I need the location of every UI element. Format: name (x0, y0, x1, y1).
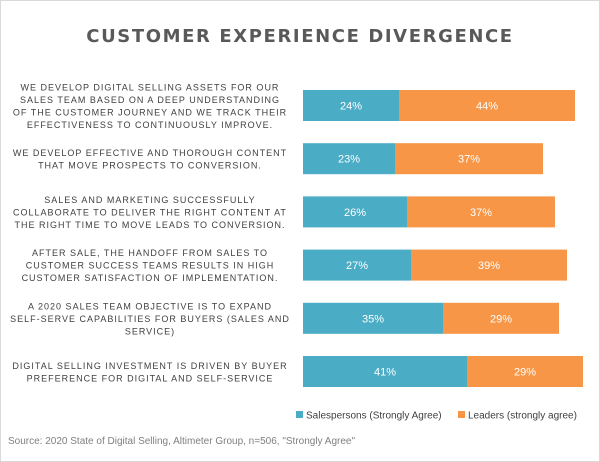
bar-salespersons-3 (303, 196, 407, 228)
category-label-6-line-1: DIGITAL SELLING INVESTMENT IS DRIVEN BY … (12, 361, 287, 371)
legend-label-leaders: Leaders (strongly agree) (468, 411, 577, 422)
bar-leaders-1 (399, 90, 575, 121)
bar-salespersons-2 (303, 143, 395, 175)
category-label-1-line-2: SALES TEAM BASED ON A DEEP UNDERSTANDING (20, 95, 280, 105)
bar-salespersons-5 (303, 302, 443, 334)
category-label-1-line-3: OF THE CUSTOMER JOURNEY AND WE TRACK THE… (13, 107, 287, 117)
legend-label-salespersons: Salespersons (Strongly Agree) (306, 411, 442, 422)
category-label-1-line-1: WE DEVELOP DIGITAL SELLING ASSETS FOR OU… (21, 82, 280, 92)
category-label-5-line-1: A 2020 SALES TEAM OBJECTIVE IS TO EXPAND (28, 301, 272, 311)
bar-leaders-4 (411, 249, 567, 281)
category-label-5-line-3: SERVICE) (125, 326, 175, 336)
data-label-salespersons-4: 27% (346, 260, 368, 272)
data-label-leaders-3: 37% (470, 207, 492, 219)
legend-swatch-leaders (458, 411, 465, 418)
category-label-3-line-3: THE RIGHT TIME TO MOVE LEADS TO CONVERSI… (14, 220, 285, 230)
category-label-3-line-2: COLLABORATE TO DELIVER THE RIGHT CONTENT… (13, 207, 287, 217)
bar-leaders-5 (443, 302, 559, 334)
data-label-leaders-6: 29% (514, 367, 536, 379)
bar-salespersons-4 (303, 249, 411, 281)
bar-leaders-3 (407, 196, 555, 228)
data-label-salespersons-1: 24% (340, 101, 362, 113)
data-label-leaders-1: 44% (476, 101, 498, 113)
bar-salespersons-1 (303, 90, 399, 121)
data-label-leaders-4: 39% (478, 260, 500, 272)
category-label-4-line-2: CUSTOMER SUCCESS TEAMS RESULTS IN HIGH (26, 261, 275, 271)
category-label-1-line-4: EFFECTIVENESS TO CONTINUOUSLY IMPROVE. (27, 120, 273, 130)
legend-swatch-salespersons (296, 411, 303, 418)
source-note: Source: 2020 State of Digital Selling, A… (8, 436, 356, 447)
data-label-salespersons-6: 41% (374, 367, 396, 379)
category-label-2-line-1: WE DEVELOP EFFECTIVE AND THOROUGH CONTEN… (13, 148, 287, 158)
category-label-6-line-2: PREFERENCE FOR DIGITAL AND SELF-SERVICE (27, 373, 274, 383)
category-label-2-line-2: THAT MOVE PROSPECTS TO CONVERSION. (38, 160, 262, 170)
data-label-leaders-2: 37% (458, 154, 480, 166)
data-label-salespersons-3: 26% (344, 207, 366, 219)
data-label-salespersons-5: 35% (362, 313, 384, 325)
bar-leaders-6 (467, 356, 583, 387)
category-label-5-line-2: SELF-SERVE CAPABILITIES FOR BUYERS (SALE… (10, 314, 290, 324)
category-label-4-line-1: AFTER SALE, THE HANDOFF FROM SALES TO (32, 248, 268, 258)
chart-title: CUSTOMER EXPERIENCE DIVERGENCE (86, 26, 514, 47)
bar-leaders-2 (395, 143, 543, 175)
data-label-leaders-5: 29% (490, 313, 512, 325)
bar-salespersons-6 (303, 356, 467, 387)
data-label-salespersons-2: 23% (338, 154, 360, 166)
category-label-4-line-3: CUSTOMER SATISFACTION OF IMPLEMENTATION. (22, 273, 279, 283)
category-label-3-line-1: SALES AND MARKETING SUCCESSFULLY (44, 195, 255, 205)
